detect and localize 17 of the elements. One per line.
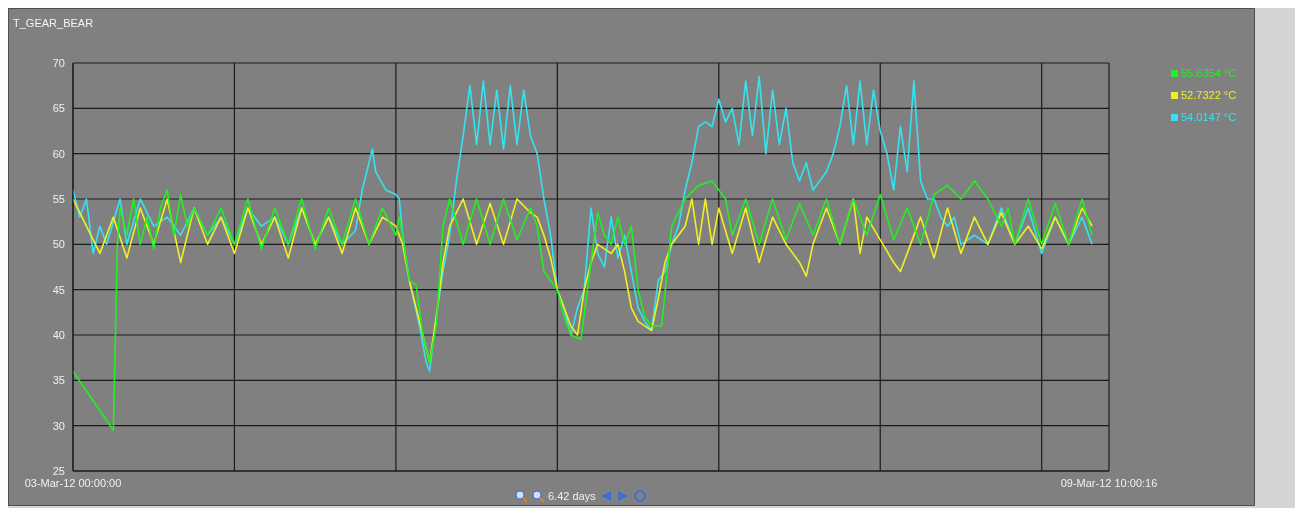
text: 6.42 days	[548, 490, 596, 502]
x-tick-label: 03-Mar-12 00:00:00	[24, 476, 122, 489]
y-tick-label: 55	[52, 192, 65, 205]
y-tick-label: 35	[52, 374, 65, 387]
y-tick-label: 65	[52, 102, 65, 115]
chart-title: T_GEAR_BEAR	[13, 17, 94, 29]
y-tick-label: 60	[52, 147, 65, 160]
legend-label: 55.6354 °C	[1181, 67, 1238, 79]
y-tick-label: 45	[52, 283, 65, 296]
y-tick-label: 25	[52, 464, 65, 477]
y-tick-label: 50	[52, 238, 65, 251]
y-tick-label: 70	[52, 56, 65, 69]
legend-label: 54.0147 °C	[1181, 111, 1238, 123]
y-tick-label: 30	[52, 419, 65, 432]
legend-label: 52.7322 °C	[1181, 89, 1238, 101]
x-tick-label: 09-Mar-12 10:00:16	[1060, 476, 1158, 489]
y-tick-label: 40	[52, 328, 65, 341]
